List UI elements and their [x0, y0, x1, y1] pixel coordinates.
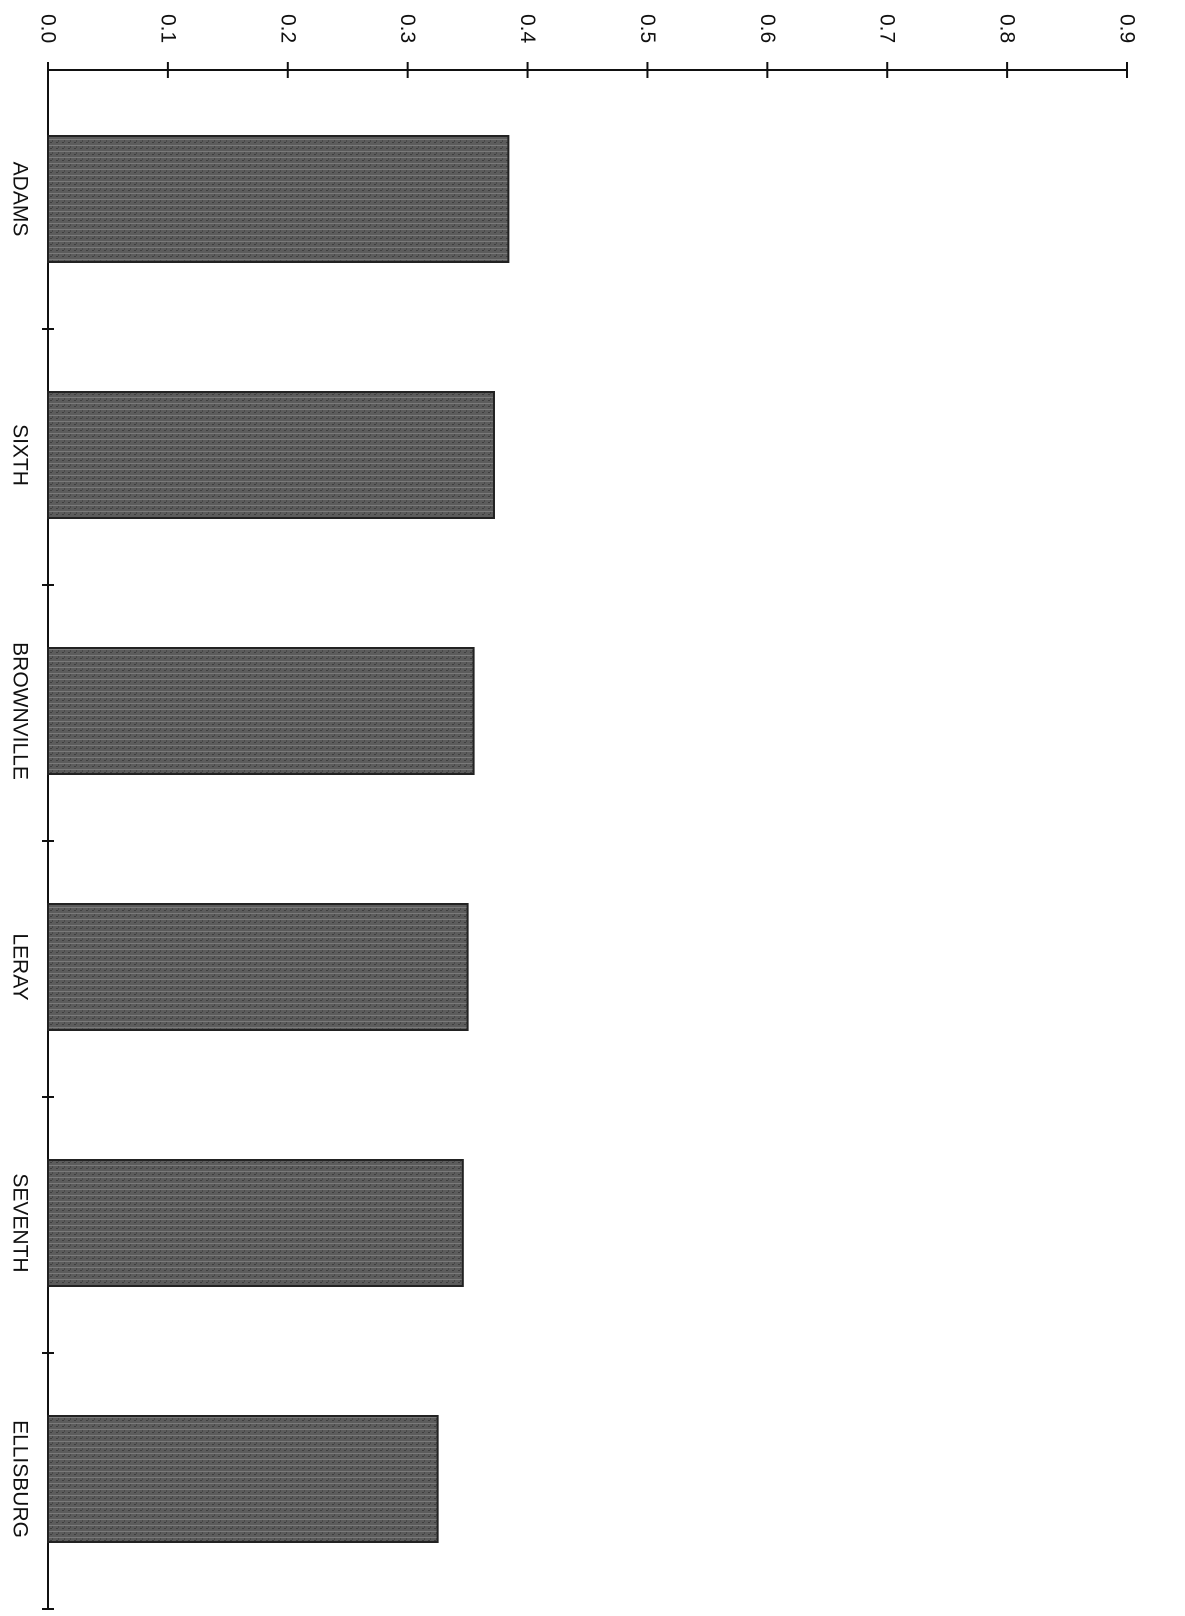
bar-adams	[47, 135, 510, 263]
tick-label: 0.5	[636, 14, 659, 43]
tick-label: 0.8	[996, 14, 1019, 43]
bars	[47, 135, 510, 1543]
category-label: ADAMS	[9, 162, 32, 237]
tick-label: 0.6	[756, 14, 779, 43]
bar-brownville	[47, 647, 475, 775]
category-label: SEVENTH	[9, 1173, 32, 1272]
category-label: BROWNVILLE	[9, 642, 32, 780]
bar-sixth	[47, 391, 495, 519]
bar-leray	[47, 903, 469, 1031]
value-axis: 0.0 0.1 0.2 0.3 0.4 0.5 0.6 0.7 0.8 0.9	[37, 14, 1139, 1610]
tick-label: 0.9	[1116, 14, 1139, 43]
tick-label: 0.2	[276, 14, 299, 43]
tick-label: 0.7	[876, 14, 899, 43]
category-label: ELLISBURG	[9, 1420, 32, 1538]
tick-label: 0.4	[516, 14, 539, 44]
tick-label: 0.1	[156, 14, 179, 43]
bar-ellisburg	[47, 1415, 439, 1543]
tick-label: 0.3	[396, 14, 419, 43]
category-label: LERAY	[9, 933, 32, 1000]
category-label: SIXTH	[9, 424, 32, 486]
category-labels: ADAMS SIXTH BROWNVILLE LERAY SEVENTH ELLISBUR…	[9, 162, 32, 1538]
tick-label: 0.0	[37, 14, 60, 43]
bar-seventh	[47, 1159, 464, 1287]
